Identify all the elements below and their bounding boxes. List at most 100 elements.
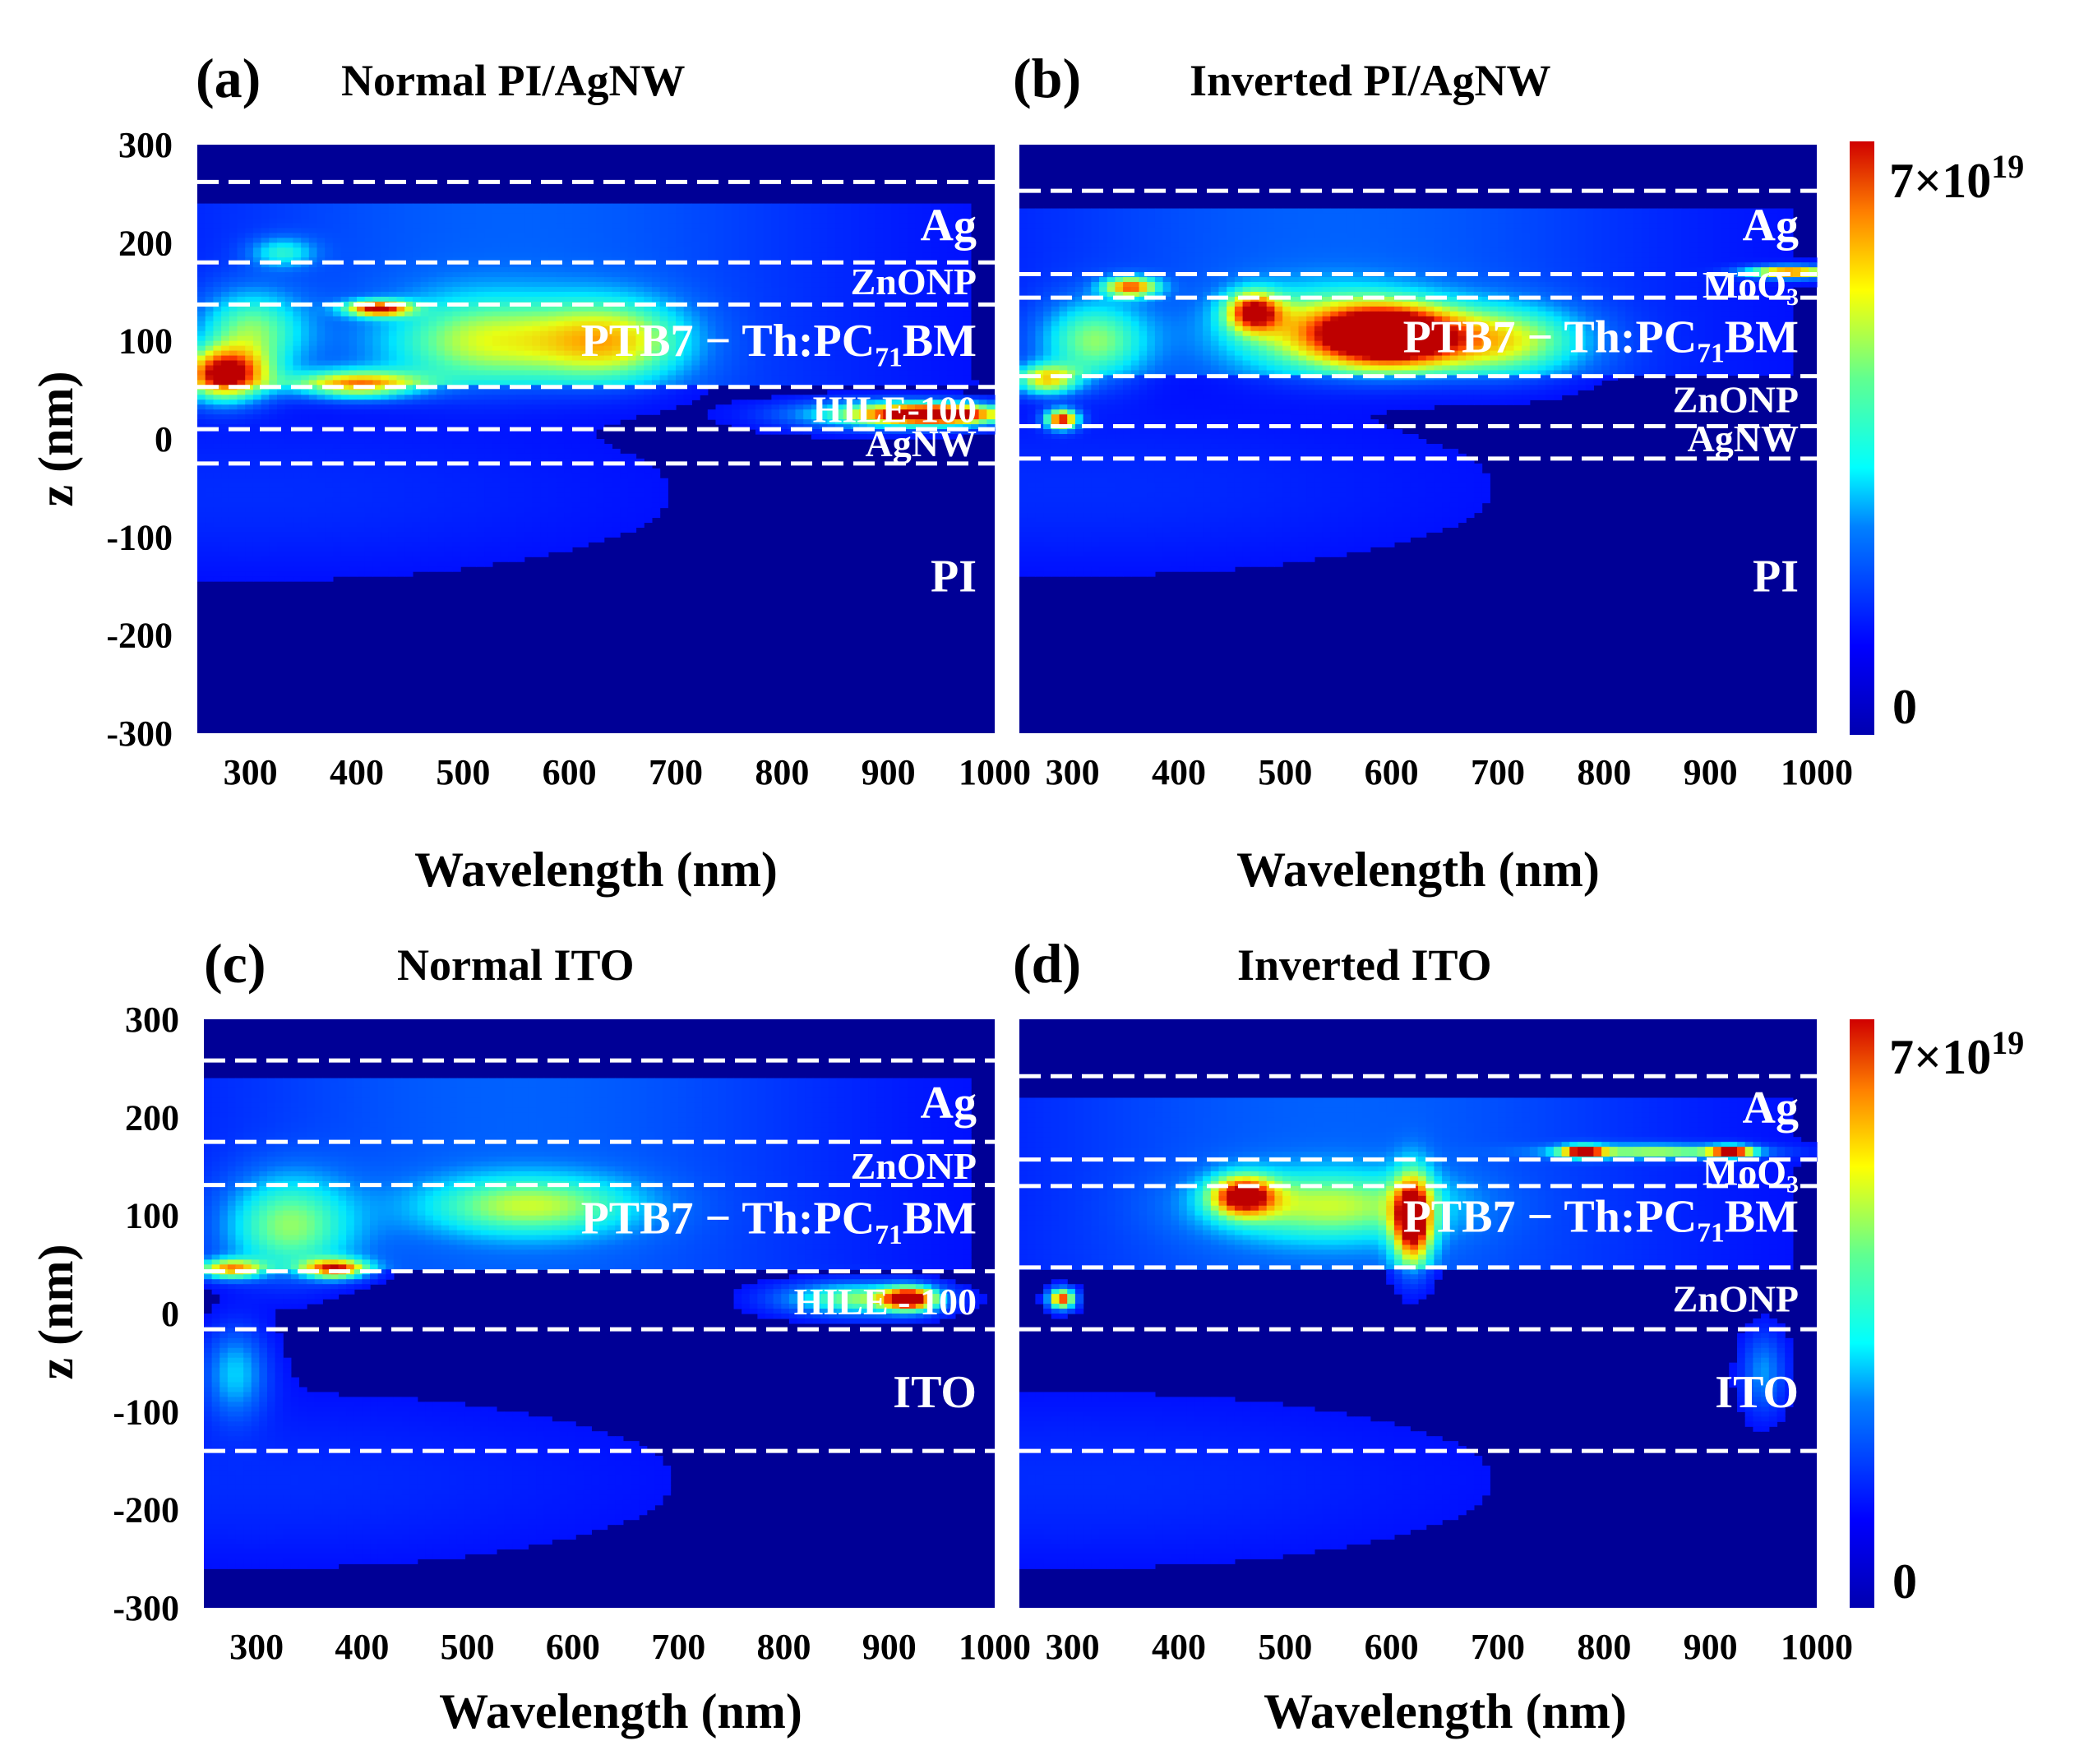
heatmap-cell: [508, 395, 516, 400]
heatmap-cell: [309, 399, 317, 405]
heatmap-cell: [238, 399, 246, 405]
heatmap-cell: [333, 228, 341, 233]
heatmap-cell: [397, 390, 405, 395]
heatmap-cell: [501, 395, 509, 400]
heatmap-cell: [301, 233, 309, 238]
heatmap-cell: [572, 272, 580, 278]
heatmap-cell: [317, 316, 326, 322]
heatmap-cell: [492, 312, 501, 317]
heatmap-cell: [357, 209, 365, 215]
heatmap-cell: [349, 469, 357, 474]
heatmap-cell: [437, 262, 445, 268]
heatmap-cell: [349, 209, 357, 215]
heatmap-cell: [564, 434, 572, 440]
heatmap-cell: [397, 228, 405, 233]
heatmap-cell: [365, 366, 373, 372]
heatmap-cell: [691, 375, 700, 381]
heatmap-cell: [859, 242, 867, 248]
heatmap-cell: [572, 351, 580, 357]
heatmap-cell: [460, 272, 469, 278]
heatmap-cell: [229, 247, 238, 253]
heatmap-cell: [325, 444, 333, 450]
heatmap-cell: [548, 252, 557, 258]
heatmap-cell: [803, 272, 811, 278]
heatmap-cell: [532, 341, 540, 347]
heatmap-cell: [612, 370, 620, 376]
heatmap-cell: [596, 469, 604, 474]
heatmap-cell: [325, 277, 333, 283]
heatmap-cell: [740, 419, 748, 425]
heatmap-cell: [596, 214, 604, 219]
heatmap-cell: [197, 370, 206, 376]
heatmap-cell: [206, 375, 214, 381]
heatmap-cell: [413, 370, 421, 376]
heatmap-cell: [867, 307, 876, 312]
heatmap-cell: [723, 233, 732, 238]
heatmap-cell: [469, 341, 477, 347]
heatmap-cell: [477, 312, 485, 317]
heatmap-cell: [389, 204, 397, 210]
heatmap-cell: [524, 204, 533, 210]
heatmap-cell: [285, 390, 293, 395]
heatmap-cell: [428, 366, 437, 372]
heatmap-cell: [484, 351, 492, 357]
heatmap-cell: [477, 316, 485, 322]
heatmap-cell: [811, 214, 820, 219]
heatmap-cell: [381, 219, 389, 224]
heatmap-cell: [580, 449, 589, 455]
heatmap-cell: [811, 252, 820, 258]
heatmap-cell: [325, 366, 333, 372]
heatmap-cell: [572, 292, 580, 298]
heatmap-cell: [460, 341, 469, 347]
heatmap-cell: [532, 473, 540, 479]
heatmap-cell: [357, 439, 365, 445]
heatmap-cell: [206, 331, 214, 337]
heatmap-cell: [652, 228, 660, 233]
heatmap-cell: [771, 247, 779, 253]
heatmap-cell: [652, 297, 660, 302]
heatmap-cell: [628, 395, 636, 400]
heatmap-cell: [309, 444, 317, 450]
heatmap-cell: [477, 380, 485, 386]
heatmap-cell: [317, 321, 326, 327]
heatmap-cell: [516, 316, 524, 322]
heatmap-cell: [349, 380, 357, 386]
heatmap-cell: [397, 346, 405, 352]
heatmap-cell: [238, 204, 246, 210]
heatmap-cell: [747, 404, 755, 410]
heatmap-cell: [372, 247, 381, 253]
heatmap-cell: [644, 282, 652, 288]
heatmap-cell: [389, 439, 397, 445]
heatmap-cell: [460, 287, 469, 293]
heatmap-cell: [477, 214, 485, 219]
heatmap-cell: [269, 478, 277, 484]
heatmap-cell: [206, 219, 214, 224]
heatmap-cell: [389, 380, 397, 386]
heatmap-cell: [245, 321, 253, 327]
heatmap-cell: [413, 361, 421, 367]
heatmap-cell: [460, 316, 469, 322]
heatmap-cell: [460, 209, 469, 215]
heatmap-cell: [668, 219, 676, 224]
heatmap-cell: [317, 366, 326, 372]
heatmap-cell: [564, 366, 572, 372]
heatmap-cell: [428, 454, 437, 459]
heatmap-cell: [540, 267, 548, 273]
heatmap-cell: [691, 204, 700, 210]
heatmap-cell: [301, 242, 309, 248]
heatmap-cell: [524, 282, 533, 288]
heatmap-cell: [979, 395, 987, 400]
heatmap-cell: [229, 282, 238, 288]
heatmap-cell: [572, 287, 580, 293]
heatmap-cell: [253, 252, 261, 258]
heatmap-cell: [437, 424, 445, 430]
heatmap-cell: [349, 242, 357, 248]
heatmap-cell: [986, 404, 995, 410]
heatmap-cell: [437, 414, 445, 420]
heatmap-cell: [333, 326, 341, 332]
heatmap-cell: [229, 292, 238, 298]
heatmap-cell: [349, 473, 357, 479]
heatmap-cell: [564, 404, 572, 410]
heatmap-cell: [372, 409, 381, 415]
heatmap-cell: [293, 204, 301, 210]
